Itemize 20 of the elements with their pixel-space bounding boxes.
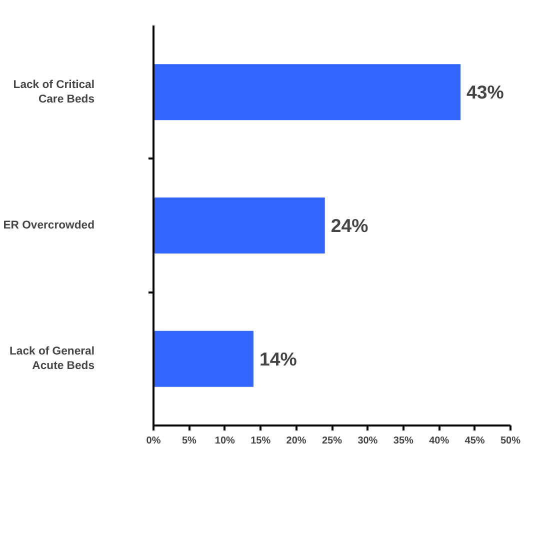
data-label: 43% <box>466 82 504 103</box>
x-tick-label: 30% <box>358 436 378 446</box>
bar <box>154 330 254 387</box>
bar <box>154 64 461 120</box>
x-tick-label: 5% <box>182 436 197 446</box>
x-tick-label: 15% <box>250 436 271 446</box>
data-label: 24% <box>330 215 369 236</box>
x-tick-label: 40% <box>429 436 450 446</box>
x-tick-label: 20% <box>286 436 306 446</box>
bar <box>154 198 325 254</box>
y-tick-label: Lack of Critical Care Beds <box>13 78 95 106</box>
x-tick-label: 25% <box>322 436 342 446</box>
x-tick-label: 0% <box>146 436 161 446</box>
y-tick-label: ER Overcrowded <box>3 220 95 232</box>
x-tick-label: 10% <box>214 436 236 446</box>
data-label: 14% <box>259 348 298 370</box>
x-tick-label: 35% <box>393 436 414 446</box>
x-tick-label: 45% <box>464 436 485 446</box>
y-tick-label: Lack of General Acute Beds <box>10 346 95 372</box>
x-tick-label: 50% <box>500 436 521 446</box>
